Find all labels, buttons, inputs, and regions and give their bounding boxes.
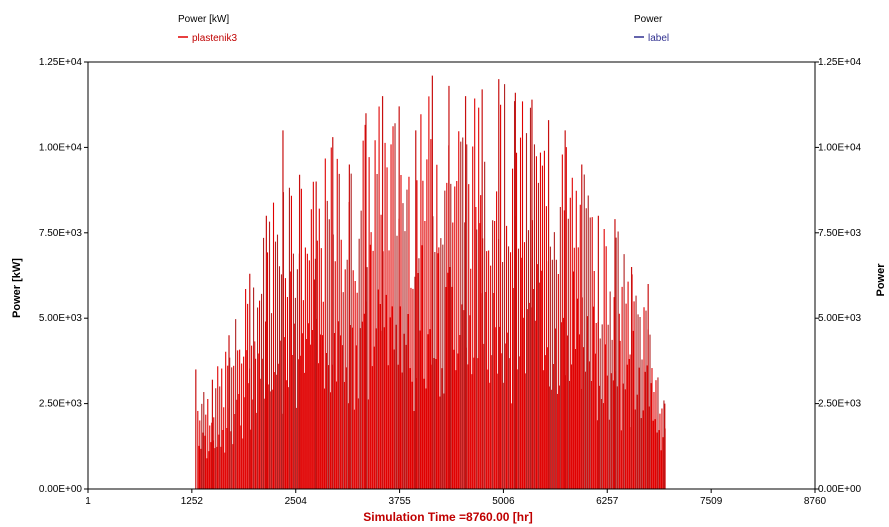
y-tick-right-label: 5.00E+03 xyxy=(818,313,862,324)
y-tick-left-label: 5.00E+03 xyxy=(39,313,83,324)
x-tick-label: 7509 xyxy=(700,496,723,507)
y-tick-right-label: 2.50E+03 xyxy=(818,399,862,410)
x-tick-label: 8760 xyxy=(804,496,827,507)
legend-left-entry: plastenik3 xyxy=(192,33,237,44)
legend-left-title: Power [kW] xyxy=(178,14,229,25)
x-tick-label: 3755 xyxy=(388,496,411,507)
y-axis-left-label: Power [kW] xyxy=(11,258,23,318)
series-bars xyxy=(195,75,666,489)
x-tick-label: 1 xyxy=(85,496,91,507)
y-tick-right-label: 1.00E+04 xyxy=(818,142,862,153)
x-tick-label: 1252 xyxy=(181,496,204,507)
y-tick-right-label: 7.50E+03 xyxy=(818,228,862,239)
axes: 0.00E+00 0.00E+00 2.50E+03 2.50E+03 5.00E+03… xyxy=(39,57,862,507)
y-tick-left-label: 1.00E+04 xyxy=(39,142,83,153)
legend-right-entry: label xyxy=(648,33,669,44)
y-tick-left-label: 1.25E+04 xyxy=(39,57,83,68)
y-tick-right-label: 1.25E+04 xyxy=(818,57,862,68)
x-tick-label: 6257 xyxy=(596,496,619,507)
x-tick-label: 5006 xyxy=(492,496,515,507)
x-tick-label: 2504 xyxy=(285,496,308,507)
y-tick-left-label: 0.00E+00 xyxy=(39,484,83,495)
plot-frame xyxy=(87,61,816,490)
y-tick-left-label: 2.50E+03 xyxy=(39,399,83,410)
y-axis-right-label: Power xyxy=(875,263,887,297)
y-tick-left-label: 7.50E+03 xyxy=(39,228,83,239)
y-tick-right-label: 0.00E+00 xyxy=(818,484,862,495)
legend-right-title: Power xyxy=(634,14,663,25)
x-axis-label: Simulation Time =8760.00 [hr] xyxy=(363,510,533,524)
